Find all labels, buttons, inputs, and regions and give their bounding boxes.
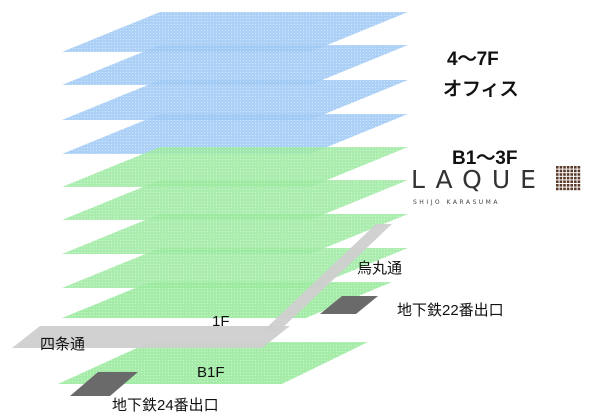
subway-exit-22-label: 地下鉄22番出口 — [397, 302, 504, 319]
karasuma-street-label: 烏丸通 — [357, 260, 403, 277]
logo-grid-dot — [556, 176, 559, 180]
logo-grid-dot — [563, 187, 566, 191]
commercial-floor-slab — [62, 180, 408, 220]
logo-grid-dot — [556, 184, 559, 187]
logo-grid-dot — [563, 166, 566, 169]
logo-grid-dot — [563, 180, 566, 183]
logo-grid-dot — [577, 166, 581, 169]
logo-grid-dot — [570, 176, 573, 180]
logo-grid-dot — [559, 173, 563, 176]
logo-grid-dot — [566, 184, 570, 187]
logo-grid-dot — [556, 166, 559, 169]
logo-grid-dot — [570, 173, 573, 176]
logo-grid-dot — [570, 184, 573, 187]
logo-grid-dot — [563, 169, 566, 173]
logo-grid-dot — [566, 166, 570, 169]
shijo-street-label: 四条通 — [40, 336, 86, 353]
logo-grid-dot — [574, 166, 577, 169]
office-label: オフィス — [443, 79, 519, 100]
logo-grid-dot — [574, 173, 577, 176]
logo-grid-dot — [577, 176, 581, 180]
upper-floors-label: 4〜7F — [447, 49, 499, 70]
lower-floors-label: B1〜3F — [452, 148, 518, 169]
laque-logo: LAQUE SHIJO KARASUMA — [411, 165, 581, 215]
office-floor-slab — [62, 45, 408, 85]
logo-grid-dot — [574, 180, 577, 183]
floor-b1f-label: B1F — [197, 364, 225, 381]
logo-grid-dot — [574, 169, 577, 173]
logo-grid-dot — [570, 187, 573, 191]
subway-exit-24 — [70, 372, 138, 396]
floor-1f-label: 1F — [212, 313, 230, 330]
logo-grid-dot — [574, 184, 577, 187]
logo-grid-dot — [570, 166, 573, 169]
logo-grid-dot — [566, 173, 570, 176]
logo-grid-dot — [563, 184, 566, 187]
office-floor-slab — [62, 12, 408, 52]
commercial-floor-slab — [62, 214, 408, 254]
logo-grid-dot — [563, 176, 566, 180]
logo-grid-dot — [577, 173, 581, 176]
logo-grid-dot — [566, 180, 570, 183]
logo-grid-dot — [559, 180, 563, 183]
subway-exit-22 — [320, 296, 378, 314]
logo-grid-dot — [577, 169, 581, 173]
logo-grid-dot — [574, 187, 577, 191]
logo-grid-dot — [577, 187, 581, 191]
logo-grid-dot — [559, 169, 563, 173]
commercial-floor-slab — [62, 147, 408, 187]
logo-grid-dot — [566, 187, 570, 191]
subway-exit-24-label: 地下鉄24番出口 — [112, 397, 219, 414]
logo-grid-dot — [570, 169, 573, 173]
logo-grid-dot — [577, 184, 581, 187]
logo-mark — [556, 166, 581, 191]
logo-subtext: SHIJO KARASUMA — [413, 199, 500, 206]
logo-grid-dot — [559, 184, 563, 187]
logo-grid-dot — [556, 180, 559, 183]
karasuma-street — [262, 224, 392, 332]
logo-grid-dot — [563, 173, 566, 176]
logo-grid-dot — [574, 176, 577, 180]
logo-grid-dot — [559, 176, 563, 180]
logo-grid-dot — [559, 187, 563, 191]
logo-grid-dot — [577, 180, 581, 183]
logo-grid-dot — [556, 187, 559, 191]
logo-grid-dot — [556, 169, 559, 173]
logo-grid-dot — [570, 180, 573, 183]
logo-grid-dot — [566, 176, 570, 180]
office-floor-slab — [62, 80, 408, 120]
shijo-street — [12, 326, 290, 348]
logo-grid-dot — [556, 173, 559, 176]
logo-wordmark: LAQUE — [411, 165, 546, 194]
office-floor-slab — [62, 114, 408, 154]
logo-grid-dot — [566, 169, 570, 173]
logo-grid-dot — [559, 166, 563, 169]
